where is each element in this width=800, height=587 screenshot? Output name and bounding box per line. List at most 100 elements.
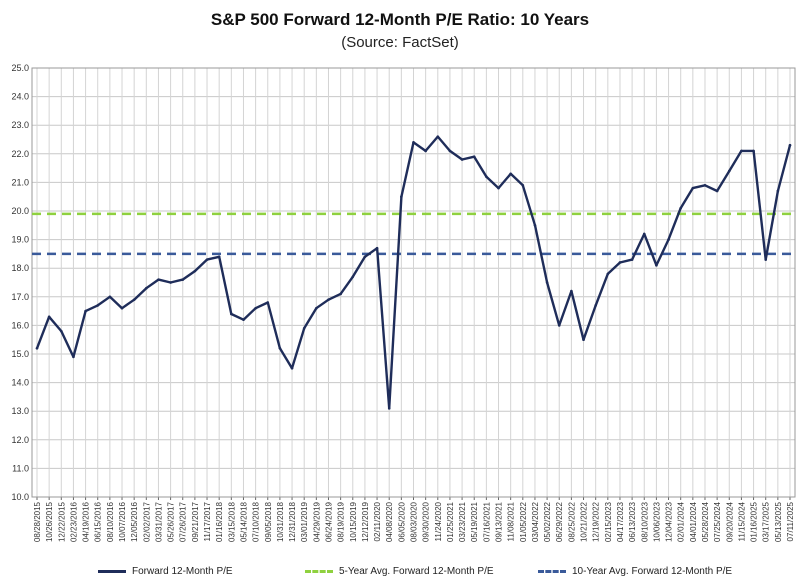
- x-tick-label: 08/03/2020: [410, 501, 419, 542]
- x-tick-label: 02/02/2017: [142, 501, 151, 542]
- chart-subtitle: (Source: FactSet): [341, 34, 459, 51]
- x-tick-label: 10/31/2018: [276, 501, 285, 542]
- x-tick-label: 04/29/2019: [312, 501, 321, 542]
- data-point: [181, 278, 185, 281]
- data-point: [788, 143, 792, 147]
- x-tick-label: 03/04/2022: [531, 501, 540, 542]
- data-point: [120, 306, 124, 310]
- legend-swatch-blue-dashed: [538, 570, 566, 573]
- data-point: [193, 269, 197, 273]
- x-tick-label: 08/28/2015: [33, 501, 42, 542]
- x-tick-label: 07/26/2017: [179, 501, 188, 542]
- x-tick-label: 05/02/2022: [543, 501, 552, 542]
- data-point: [339, 292, 342, 296]
- reference-lines: [32, 212, 795, 256]
- data-point: [327, 298, 330, 301]
- data-point: [472, 155, 476, 158]
- data-point: [302, 326, 306, 330]
- y-tick-label: 23.0: [11, 120, 29, 130]
- x-tick-label: 12/12/2019: [361, 501, 370, 542]
- x-tick-label: 03/15/2018: [227, 501, 236, 542]
- x-tick-label: 11/15/2024: [737, 501, 746, 541]
- x-tick-label: 06/29/2022: [555, 501, 564, 542]
- data-point: [315, 306, 318, 310]
- y-tick-label: 11.0: [12, 463, 29, 473]
- x-tick-label: 11/17/2017: [203, 501, 212, 541]
- data-point: [521, 183, 525, 187]
- data-point: [157, 278, 160, 281]
- data-point: [740, 149, 743, 153]
- data-point: [412, 141, 415, 144]
- data-point: [545, 281, 549, 284]
- x-tick-label: 11/24/2020: [434, 501, 443, 541]
- x-tick-label: 09/05/2018: [264, 501, 273, 542]
- y-tick-label: 25.0: [11, 63, 29, 73]
- x-tick-label: 08/25/2022: [567, 501, 576, 542]
- x-tick-label: 12/04/2023: [665, 501, 674, 542]
- x-tick-label: 04/01/2024: [689, 501, 698, 542]
- data-point: [776, 189, 780, 193]
- x-tick-label: 10/21/2022: [580, 501, 589, 542]
- x-tick-label: 12/22/2015: [57, 501, 66, 542]
- data-point: [351, 275, 355, 279]
- x-tick-label: 09/13/2021: [495, 501, 504, 542]
- data-point: [47, 315, 51, 319]
- x-tick-label: 05/26/2017: [167, 501, 176, 542]
- data-point: [715, 189, 719, 193]
- data-point: [606, 272, 610, 276]
- x-tick-label: 07/10/2018: [252, 501, 261, 542]
- data-point: [400, 195, 403, 198]
- data-point: [132, 298, 136, 301]
- x-tick-label: 04/19/2016: [82, 501, 91, 542]
- x-tick-label: 06/13/2023: [628, 501, 637, 542]
- data-point: [582, 338, 585, 342]
- data-point: [764, 258, 768, 261]
- chart-title: S&P 500 Forward 12-Month P/E Ratio: 10 Y…: [210, 10, 590, 29]
- x-tick-label: 09/30/2020: [422, 501, 431, 542]
- x-tick-label: 07/25/2024: [713, 501, 722, 542]
- x-tick-label: 12/31/2018: [288, 501, 297, 542]
- y-tick-label: 19.0: [11, 235, 29, 245]
- x-tick-label: 03/31/2017: [154, 501, 163, 542]
- series-layer: [35, 135, 792, 410]
- legend-swatch-green-dashed: [305, 570, 333, 573]
- data-point: [363, 255, 367, 259]
- data-point: [375, 246, 379, 250]
- x-tick-label: 08/10/2016: [106, 501, 115, 542]
- data-point: [35, 346, 39, 350]
- legend-label: Forward 12-Month P/E: [132, 566, 233, 577]
- x-tick-label: 12/19/2022: [592, 501, 601, 542]
- data-point: [96, 304, 100, 307]
- y-tick-label: 17.0: [11, 292, 29, 302]
- x-tick-label: 03/01/2019: [300, 501, 309, 542]
- data-point: [436, 135, 440, 138]
- data-point: [570, 289, 573, 293]
- legend-item-forward-pe: Forward 12-Month P/E: [98, 566, 233, 577]
- x-tick-label: 03/17/2025: [762, 501, 771, 542]
- x-tick-label: 07/11/2025: [786, 501, 795, 541]
- axes: 10.0 11.0 12.0 13.0 14.0 15.0 16.0 17.0 18.0 19.0…: [11, 63, 796, 542]
- y-tick-label: 18.0: [11, 263, 29, 273]
- data-point: [72, 355, 75, 359]
- data-point: [278, 346, 282, 350]
- legend: Forward 12-Month P/E 5-Year Avg. Forward…: [0, 566, 800, 584]
- data-point: [230, 312, 233, 316]
- x-tick-label: 02/15/2023: [604, 501, 613, 542]
- x-tick-label: 05/19/2021: [470, 501, 479, 542]
- data-point: [509, 172, 512, 176]
- y-tick-label: 10.0: [11, 492, 29, 502]
- y-tick-label: 22.0: [11, 149, 29, 159]
- data-point: [448, 149, 452, 153]
- data-point: [387, 407, 391, 410]
- x-tick-label: 10/06/2023: [652, 501, 661, 542]
- y-tick-label: 24.0: [11, 92, 29, 102]
- x-tick-label: 12/05/2016: [130, 501, 139, 542]
- data-point: [254, 306, 257, 310]
- data-point: [691, 186, 695, 190]
- y-tick-label: 21.0: [11, 177, 29, 187]
- legend-item-10yr-avg: 10-Year Avg. Forward 12-Month P/E: [538, 566, 732, 577]
- data-point: [205, 258, 209, 261]
- legend-item-5yr-avg: 5-Year Avg. Forward 12-Month P/E: [305, 566, 494, 577]
- data-point: [460, 158, 464, 161]
- data-point: [424, 149, 427, 153]
